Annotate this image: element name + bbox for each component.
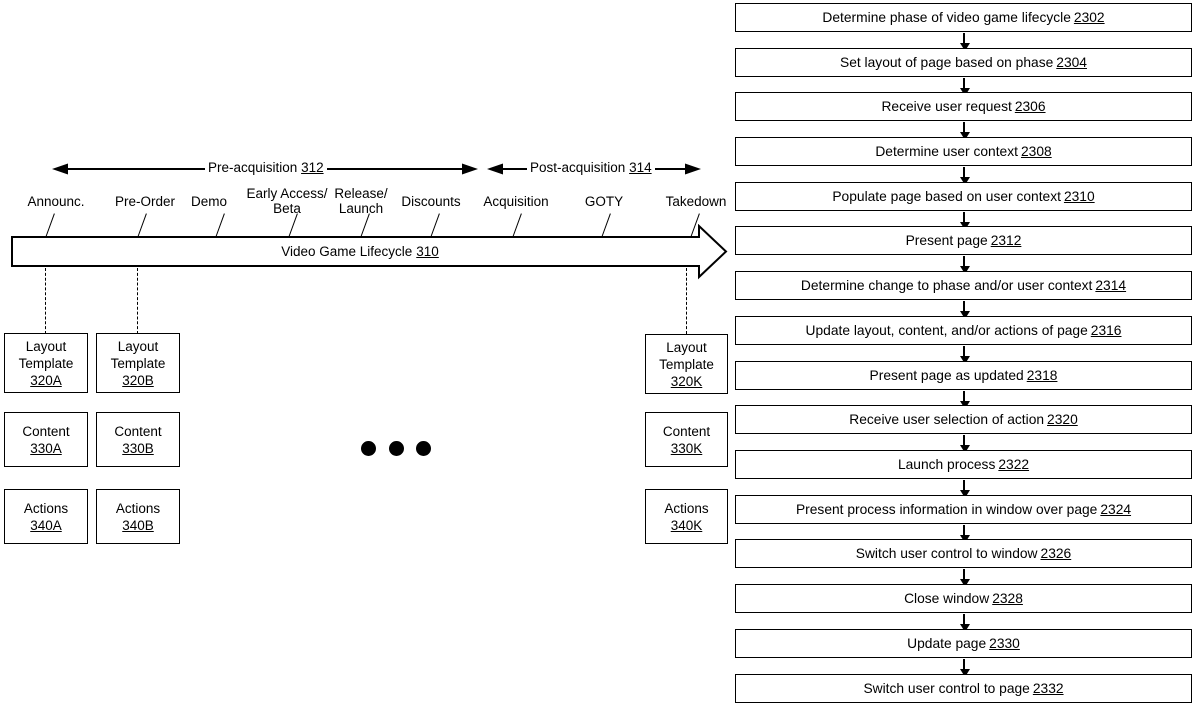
flow-step-ref: 2328 — [992, 591, 1023, 606]
flow-arrow-15 — [963, 659, 965, 670]
patent-figure-page: Pre-acquisition 312 Post-acquisition 314… — [0, 0, 1200, 706]
flow-step-text: Close window — [904, 591, 989, 606]
flow-step-ref: 2318 — [1027, 368, 1058, 383]
flow-arrow-14 — [963, 614, 965, 625]
flow-step-ref: 2306 — [1015, 99, 1046, 114]
flow-step-text: Present page — [906, 233, 988, 248]
flow-step-2324[interactable]: Present process information in window ov… — [735, 495, 1192, 524]
flow-step-ref: 2302 — [1074, 10, 1105, 25]
flow-step-ref: 2330 — [989, 636, 1020, 651]
flow-step-ref: 2326 — [1041, 546, 1072, 561]
flow-step-2304[interactable]: Set layout of page based on phase2304 — [735, 48, 1192, 77]
flow-step-ref: 2324 — [1100, 502, 1131, 517]
flow-step-text: Launch process — [898, 457, 995, 472]
flow-step-2306[interactable]: Receive user request 2306 — [735, 92, 1192, 121]
flow-step-ref: 2312 — [991, 233, 1022, 248]
flow-step-2308[interactable]: Determine user context2308 — [735, 137, 1192, 166]
flow-step-ref: 2322 — [998, 457, 1029, 472]
flow-arrow-5 — [963, 212, 965, 223]
flow-step-text: Present page as updated — [870, 368, 1024, 383]
flow-arrow-6 — [963, 256, 965, 267]
flow-step-2302[interactable]: Determine phase of video game lifecycle 2… — [735, 3, 1192, 32]
flow-arrow-4 — [963, 167, 965, 178]
flow-step-text: Determine phase of video game lifecycle — [822, 10, 1070, 25]
flow-arrow-13 — [963, 569, 965, 580]
flow-step-ref: 2314 — [1095, 278, 1126, 293]
flow-step-2314[interactable]: Determine change to phase and/or user co… — [735, 271, 1192, 300]
flow-step-text: Receive user selection of action — [849, 412, 1044, 427]
flow-step-text: Determine change to phase and/or user co… — [801, 278, 1092, 293]
flow-step-2330[interactable]: Update page2330 — [735, 629, 1192, 658]
flow-step-2332[interactable]: Switch user control to page 2332 — [735, 674, 1192, 703]
flow-step-ref: 2304 — [1056, 55, 1087, 70]
flow-step-2318[interactable]: Present page as updated2318 — [735, 361, 1192, 390]
flow-step-2328[interactable]: Close window2328 — [735, 584, 1192, 613]
flow-step-2322[interactable]: Launch process2322 — [735, 450, 1192, 479]
flow-step-text: Switch user control to page — [863, 681, 1029, 696]
flow-arrow-7 — [963, 301, 965, 312]
flow-step-2316[interactable]: Update layout, content, and/or actions o… — [735, 316, 1192, 345]
flow-step-2310[interactable]: Populate page based on user context2310 — [735, 182, 1192, 211]
flow-step-text: Switch user control to window — [856, 546, 1038, 561]
flow-step-text: Set layout of page based on phase — [840, 55, 1053, 70]
flow-arrow-9 — [963, 391, 965, 402]
flow-step-text: Determine user context — [875, 144, 1018, 159]
flow-step-ref: 2308 — [1021, 144, 1052, 159]
flow-arrow-8 — [963, 346, 965, 357]
flow-step-ref: 2310 — [1064, 189, 1095, 204]
flow-arrow-1 — [963, 33, 965, 44]
flow-step-ref: 2320 — [1047, 412, 1078, 427]
flow-step-ref: 2316 — [1091, 323, 1122, 338]
process-flowchart-group: Determine phase of video game lifecycle 2… — [0, 0, 1200, 706]
flow-arrow-11 — [963, 480, 965, 491]
flow-step-text: Present process information in window ov… — [796, 502, 1097, 517]
flow-step-text: Update layout, content, and/or actions o… — [806, 323, 1088, 338]
flow-step-text: Populate page based on user context — [832, 189, 1061, 204]
flow-arrow-2 — [963, 78, 965, 89]
flow-step-2312[interactable]: Present page2312 — [735, 226, 1192, 255]
flow-arrow-12 — [963, 525, 965, 536]
flow-step-2326[interactable]: Switch user control to window2326 — [735, 539, 1192, 568]
flow-step-text: Receive user request — [881, 99, 1011, 114]
flow-arrow-10 — [963, 435, 965, 446]
flow-step-ref: 2332 — [1033, 681, 1064, 696]
flow-arrow-3 — [963, 122, 965, 133]
flow-step-text: Update page — [907, 636, 986, 651]
flow-step-2320[interactable]: Receive user selection of action2320 — [735, 405, 1192, 434]
